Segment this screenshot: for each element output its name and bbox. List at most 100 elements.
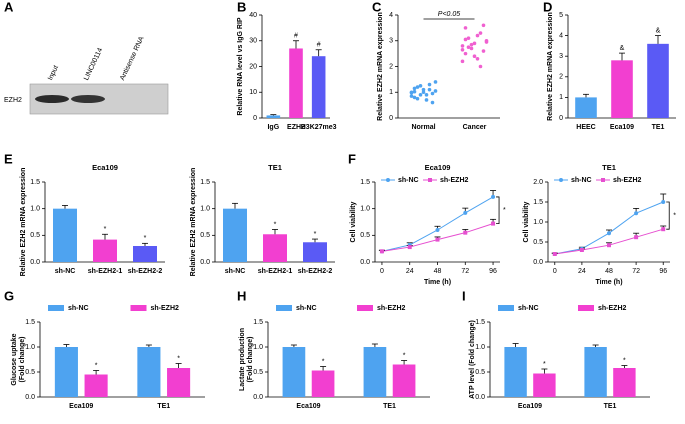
legend-marker [428, 178, 432, 182]
dot [412, 86, 417, 91]
x-tick-label: sh-EZH2-1 [258, 268, 293, 275]
dot [472, 54, 477, 58]
x-tick-label: EZH2 [287, 124, 305, 131]
marker [407, 245, 412, 250]
legend-label: sh-NC [398, 177, 419, 184]
marker [379, 249, 384, 254]
bar [647, 43, 669, 119]
x-tick-label: 48 [434, 268, 442, 275]
annotation: & [620, 45, 625, 52]
x-tick-label: 72 [632, 268, 640, 275]
annotation: * [274, 221, 277, 228]
marker [634, 235, 639, 240]
y-tick-label: 4 [389, 12, 393, 19]
dot [412, 89, 417, 94]
legend-label: sh-EZH2 [151, 305, 180, 312]
y-axis-label: Relative EZH2 mRNA expression [377, 12, 384, 121]
y-tick-label: 1.5 [360, 179, 370, 186]
marker [435, 228, 440, 232]
y-axis-label: (Fold change) [19, 337, 26, 383]
annotation: * [95, 362, 98, 369]
x-tick-label: 96 [489, 268, 497, 275]
y-axis-label: Relative RNA level vs IgG RIP [237, 17, 244, 115]
x-tick-label: sh-NC [225, 268, 246, 275]
dot [478, 31, 483, 35]
marker [661, 200, 666, 204]
dot [469, 46, 474, 51]
y-tick-label: 0.0 [25, 394, 35, 401]
panel-letter: A [4, 0, 14, 14]
annotation: P<0.05 [438, 11, 460, 18]
legend-label: sh-EZH2 [440, 177, 469, 184]
y-tick-label: 0.0 [30, 259, 40, 266]
lane-label: Antisense RNA [119, 35, 146, 81]
y-axis-label: Cell viability [523, 201, 530, 242]
annotation: * [104, 226, 107, 233]
annotation: * [403, 352, 406, 359]
bar [266, 115, 281, 118]
y-tick-label: 0.5 [360, 232, 370, 239]
panel-letter: G [4, 288, 14, 303]
bar [392, 364, 416, 397]
dot [427, 82, 432, 87]
bar [584, 347, 607, 397]
y-axis-label: Relative EZH2 mRNA expression [190, 168, 197, 277]
annotation: * [314, 231, 317, 238]
y-tick-label: 40 [249, 12, 257, 19]
panel-letter: B [237, 0, 246, 14]
y-tick-label: 1.0 [253, 344, 263, 351]
legend-marker [559, 178, 563, 182]
y-tick-label: 0.5 [200, 232, 210, 239]
annotation: * [322, 358, 325, 365]
dot [463, 37, 468, 42]
y-tick-label: 10 [249, 89, 257, 96]
y-axis-label: Cell viability [350, 201, 357, 242]
marker [607, 243, 611, 248]
x-tick-label: TE1 [383, 403, 396, 410]
y-tick-label: 0.5 [30, 232, 40, 239]
marker [552, 252, 557, 256]
dot [475, 56, 480, 61]
panel-letter: D [543, 0, 552, 14]
y-axis-label: ATP level (Fold change) [469, 320, 476, 399]
annotation: # [317, 42, 321, 49]
annotation: * [503, 207, 506, 214]
y-tick-label: 1 [389, 89, 393, 96]
y-tick-label: 1.0 [360, 206, 370, 213]
x-axis-label: Time (h) [424, 279, 451, 286]
legend-swatch [357, 305, 373, 311]
dot [466, 36, 471, 40]
bar [575, 97, 597, 118]
y-tick-label: 2 [559, 74, 563, 81]
x-tick-label: sh-EZH2-2 [128, 268, 163, 275]
chart-title: Eca109 [425, 163, 451, 172]
y-tick-label: 3 [389, 38, 393, 45]
row-label: EZH2 [4, 97, 22, 104]
dot [481, 49, 486, 53]
dot [430, 100, 435, 105]
y-tick-label: 1.5 [200, 179, 210, 186]
legend-label: sh-NC [68, 305, 89, 312]
dot [418, 93, 423, 97]
dot [460, 59, 465, 64]
bar [303, 242, 327, 262]
marker [661, 227, 666, 232]
x-axis-label: Time (h) [595, 279, 622, 286]
panel-letter: I [462, 288, 466, 303]
dot [433, 80, 438, 84]
x-tick-label: IgG [267, 124, 279, 131]
annotation: & [656, 27, 661, 34]
dot [433, 89, 438, 93]
bar [533, 373, 556, 397]
legend-label: sh-EZH2 [598, 305, 627, 312]
y-tick-label: 5 [559, 12, 563, 19]
x-tick-label: HEEC [576, 124, 595, 131]
legend-swatch [578, 305, 594, 311]
dot [421, 87, 426, 92]
y-tick-label: 1.0 [475, 344, 485, 351]
dot [421, 90, 426, 95]
x-tick-label: sh-EZH2-2 [298, 268, 333, 275]
y-tick-label: 0.0 [475, 394, 485, 401]
bar [311, 56, 326, 118]
